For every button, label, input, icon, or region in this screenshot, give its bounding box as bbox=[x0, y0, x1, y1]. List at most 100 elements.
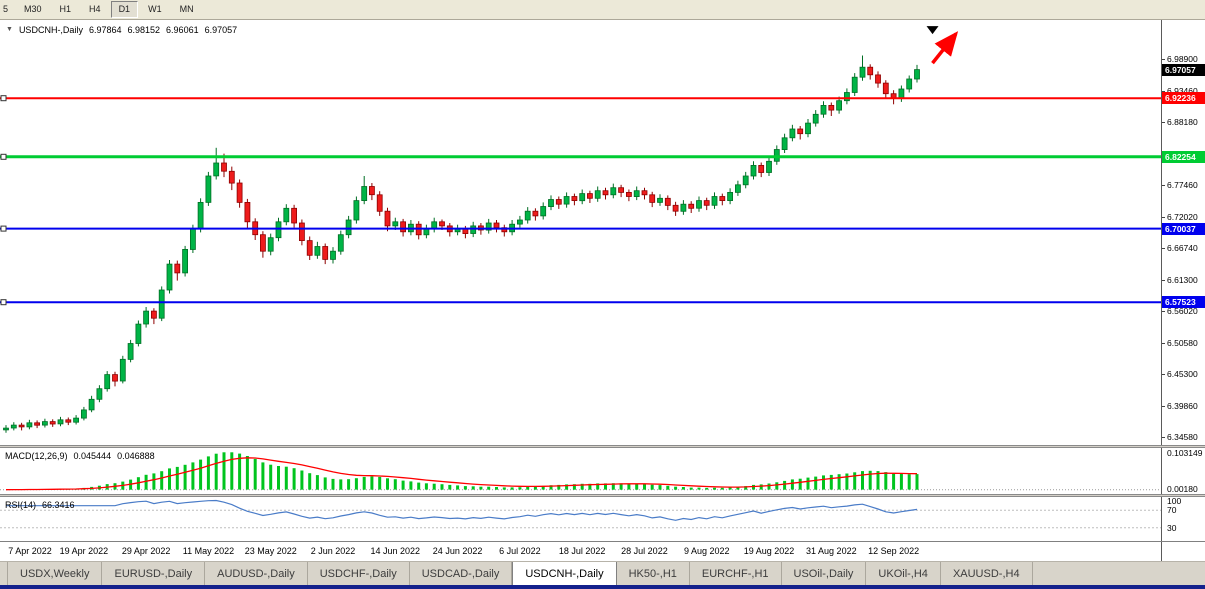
rsi-indicator-svg bbox=[0, 499, 1161, 529]
rsi-panel[interactable]: RSI(14) 66.3416 bbox=[0, 497, 1161, 541]
macd-row: MACD(12,26,9) 0.045444 0.046888 0.103149… bbox=[0, 448, 1205, 494]
date-label: 14 Jun 2022 bbox=[370, 546, 421, 556]
date-label: 7 Apr 2022 bbox=[8, 546, 52, 556]
date-label: 28 Jul 2022 bbox=[621, 546, 668, 556]
rsi-row: RSI(14) 66.3416 100 70 30 bbox=[0, 497, 1205, 541]
tab-eurusd-daily[interactable]: EURUSD-,Daily bbox=[102, 562, 206, 585]
price-tick-label: 6.77460 bbox=[1167, 180, 1198, 191]
chart-workspace: ▼ USDCNH-,Daily 6.97864 6.98152 6.96061 … bbox=[0, 20, 1205, 561]
date-label: 6 Jul 2022 bbox=[499, 546, 541, 556]
date-label: 2 Jun 2022 bbox=[310, 546, 356, 556]
macd-panel[interactable]: MACD(12,26,9) 0.045444 0.046888 bbox=[0, 448, 1161, 494]
rsi-value: 66.3416 bbox=[42, 500, 75, 510]
price-tick-label: 6.34580 bbox=[1167, 432, 1198, 442]
chart-low-value: 6.96061 bbox=[166, 25, 199, 35]
price-flag-6.57523: 6.57523 bbox=[1162, 296, 1205, 309]
line-handle[interactable] bbox=[0, 95, 7, 102]
macd-axis-label: 0.103149 bbox=[1167, 448, 1203, 458]
price-tick-label: 6.72020 bbox=[1167, 211, 1198, 222]
chart-symbol-label: USDCNH-,Daily bbox=[18, 25, 83, 35]
chart-collapse-icon[interactable]: ▼ bbox=[6, 26, 13, 33]
tab-usdcnh-daily[interactable]: USDCNH-,Daily bbox=[512, 562, 617, 585]
line-handle[interactable] bbox=[0, 153, 7, 160]
tab-usdchf-daily[interactable]: USDCHF-,Daily bbox=[308, 562, 410, 585]
timeframe-button-m30[interactable]: M30 bbox=[24, 4, 42, 14]
price-flag-6.92236: 6.92236 bbox=[1162, 92, 1205, 105]
price-tick-label: 6.93460 bbox=[1167, 85, 1198, 96]
price-chart-row: ▼ USDCNH-,Daily 6.97864 6.98152 6.96061 … bbox=[0, 20, 1205, 445]
price-axis[interactable]: 6.92236 6.82254 6.70037 6.57523 6.98900 6.934… bbox=[1161, 20, 1205, 445]
macd-axis[interactable]: 0.103149 0.00180 bbox=[1161, 448, 1205, 494]
price-tick-label: 6.50580 bbox=[1167, 337, 1198, 348]
chart-close-value: 6.97057 bbox=[204, 25, 238, 35]
price-chart-panel[interactable]: ▼ USDCNH-,Daily 6.97864 6.98152 6.96061 … bbox=[0, 20, 1161, 445]
timeframe-button-h1[interactable]: H1 bbox=[59, 4, 72, 14]
timeframe-button-mn[interactable]: MN bbox=[179, 4, 194, 14]
chart-tab-bar: USDX,Weekly EURUSD-,Daily AUDUSD-,Daily USD… bbox=[0, 561, 1205, 585]
chart-open-value: 6.97864 bbox=[88, 25, 122, 35]
rsi-axis[interactable]: 100 70 30 bbox=[1161, 497, 1205, 541]
trend-arrow[interactable] bbox=[931, 31, 959, 65]
price-tick-label: 6.39860 bbox=[1167, 400, 1198, 411]
rsi-axis-label: 100 bbox=[1167, 497, 1182, 506]
date-label: 31 Aug 2022 bbox=[806, 546, 857, 556]
triangle-down-marker[interactable] bbox=[926, 26, 939, 35]
rsi-header: RSI(14) 66.3416 bbox=[5, 500, 75, 510]
rsi-axis-label: 70 bbox=[1167, 505, 1177, 516]
timeframe-button-w1[interactable]: W1 bbox=[148, 4, 162, 14]
panel-separator[interactable] bbox=[0, 445, 1205, 448]
timeframe-toolbar: 5 M30 H1 H4 D1 W1 MN bbox=[0, 0, 1205, 20]
tab-usdx-weekly[interactable]: USDX,Weekly bbox=[7, 562, 103, 585]
rsi-line bbox=[6, 499, 918, 521]
tab-ukoil-h4[interactable]: UKOil-,H4 bbox=[866, 562, 941, 585]
price-flag-6.82254: 6.82254 bbox=[1162, 150, 1205, 163]
candles-group bbox=[3, 55, 920, 433]
rsi-label: RSI(14) bbox=[5, 500, 37, 510]
timeframe-button-5[interactable]: 5 bbox=[3, 4, 9, 14]
macd-header: MACD(12,26,9) 0.045444 0.046888 bbox=[5, 451, 155, 461]
price-tick-label: 6.66740 bbox=[1167, 243, 1198, 253]
macd-axis-label: 0.00180 bbox=[1167, 484, 1198, 494]
window-bottom-edge bbox=[0, 585, 1205, 589]
line-handle[interactable] bbox=[0, 225, 7, 232]
date-label: 11 May 2022 bbox=[182, 546, 235, 556]
tab-usdcad-daily[interactable]: USDCAD-,Daily bbox=[410, 562, 513, 585]
timeframe-button-h4[interactable]: H4 bbox=[89, 4, 101, 14]
date-label: 12 Sep 2022 bbox=[868, 546, 920, 556]
line-handle[interactable] bbox=[0, 299, 7, 306]
candlestick-chart-svg bbox=[0, 26, 1161, 433]
axis-corner bbox=[1161, 542, 1205, 561]
date-label: 19 Aug 2022 bbox=[743, 546, 795, 556]
tab-usoil-daily[interactable]: USOil-,Daily bbox=[782, 562, 867, 585]
date-label: 23 May 2022 bbox=[244, 546, 297, 556]
date-label: 29 Apr 2022 bbox=[121, 546, 171, 556]
timeframe-button-d1[interactable]: D1 bbox=[110, 1, 139, 18]
chart-high-value: 6.98152 bbox=[127, 25, 161, 35]
price-flag-6.97057: 6.97057 bbox=[1162, 63, 1205, 76]
tab-audusd-daily[interactable]: AUDUSD-,Daily bbox=[205, 562, 308, 585]
time-axis-row: 7 Apr 2022 19 Apr 2022 29 Apr 2022 11 May 2… bbox=[0, 541, 1205, 561]
tab-hk50-h1[interactable]: HK50-,H1 bbox=[617, 562, 690, 585]
macd-signal-value: 0.046888 bbox=[117, 451, 155, 461]
price-tick-label: 6.45300 bbox=[1167, 369, 1198, 379]
macd-signal-line bbox=[5, 457, 918, 491]
macd-main-value: 0.045444 bbox=[73, 451, 112, 461]
price-tick-label: 6.61300 bbox=[1167, 274, 1198, 285]
date-label: 24 Jun 2022 bbox=[432, 546, 483, 556]
date-label: 9 Aug 2022 bbox=[683, 546, 730, 556]
tab-eurchf-h1[interactable]: EURCHF-,H1 bbox=[690, 562, 782, 585]
price-tick-label: 6.56020 bbox=[1167, 306, 1198, 316]
price-tick-label: 6.98900 bbox=[1167, 54, 1198, 65]
chart-header: ▼ USDCNH-,Daily 6.97864 6.98152 6.96061 … bbox=[6, 25, 237, 35]
macd-indicator-svg bbox=[0, 452, 1161, 491]
macd-label: MACD(12,26,9) bbox=[5, 451, 68, 461]
tab-xauusd-h4[interactable]: XAUUSD-,H4 bbox=[941, 562, 1033, 585]
panel-separator[interactable] bbox=[0, 494, 1205, 497]
date-label: 18 Jul 2022 bbox=[558, 546, 606, 556]
date-label: 19 Apr 2022 bbox=[59, 546, 109, 556]
price-tick-label: 6.88180 bbox=[1167, 117, 1198, 128]
rsi-axis-label: 30 bbox=[1167, 522, 1177, 533]
price-flag-6.70037: 6.70037 bbox=[1162, 222, 1205, 235]
time-axis[interactable]: 7 Apr 2022 19 Apr 2022 29 Apr 2022 11 May 2… bbox=[0, 542, 1161, 561]
